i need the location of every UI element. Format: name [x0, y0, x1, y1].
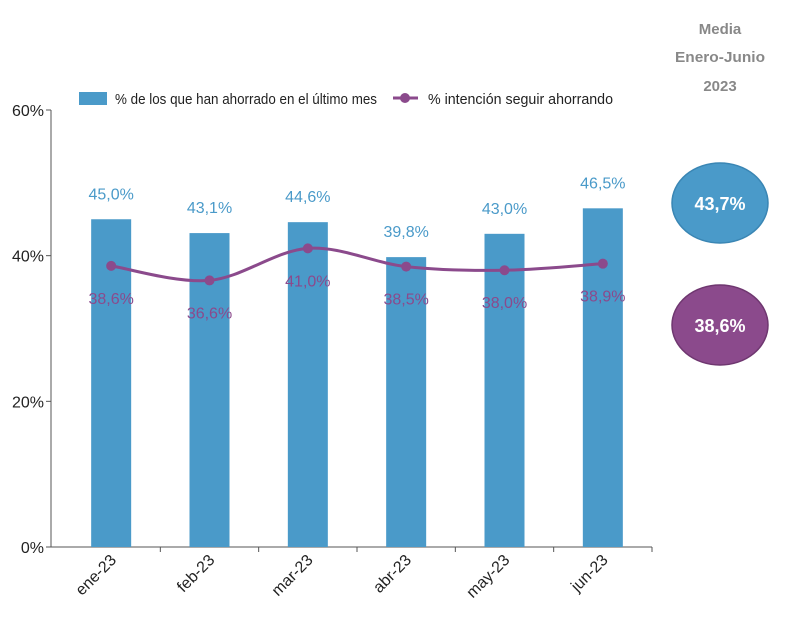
bars: 45,0% 43,1% 44,6% 39,8% 43,0% 46,5%	[88, 175, 626, 548]
bar	[287, 222, 328, 547]
bar-data-label: 45,0%	[88, 186, 133, 203]
line-data-label: 38,9%	[580, 289, 625, 306]
x-tick-label: feb-23	[174, 552, 218, 596]
x-tick-label: jun-23	[567, 552, 611, 596]
line-mean-circle	[671, 284, 769, 366]
line-point	[499, 265, 510, 276]
legend: % de los que han ahorrado en el último m…	[79, 91, 613, 108]
line-point	[302, 243, 313, 254]
summary-title-1: Media	[699, 21, 742, 38]
y-tick-label: 40%	[12, 249, 44, 266]
line-point	[106, 260, 117, 271]
bar-data-label: 43,0%	[482, 201, 527, 218]
legend-line-marker	[400, 93, 410, 103]
bar	[91, 219, 132, 547]
legend-bar-swatch	[79, 92, 107, 105]
x-tick-label: mar-23	[269, 552, 317, 600]
bar-mean-value: 43,7%	[694, 194, 745, 214]
bar-mean-circle	[671, 162, 769, 244]
line-data-label: 36,6%	[187, 305, 232, 322]
line-data-label: 38,5%	[383, 292, 428, 309]
bar	[386, 257, 427, 547]
line-data-label: 38,6%	[88, 291, 133, 308]
line-data-label: 38,0%	[482, 295, 527, 312]
summary-panel: Media Enero-Junio 2023 43,7% 38,6%	[671, 21, 769, 366]
bar-data-label: 46,5%	[580, 175, 625, 192]
line-point	[597, 258, 608, 269]
bar-data-label: 43,1%	[187, 200, 232, 217]
line-mean-value: 38,6%	[694, 316, 745, 336]
legend-bar-label: % de los que han ahorrado en el último m…	[115, 91, 377, 108]
x-tick-label: may-23	[464, 552, 514, 602]
summary-title-3: 2023	[703, 78, 736, 95]
legend-line-label: % intención seguir ahorrando	[428, 91, 613, 108]
y-tick-label: 20%	[12, 394, 44, 411]
bar-data-label: 44,6%	[285, 189, 330, 206]
x-tick-label: abr-23	[370, 552, 415, 597]
bar-data-label: 39,8%	[383, 224, 428, 241]
y-tick-label: 60%	[12, 103, 44, 120]
line-point	[401, 261, 412, 272]
line-point	[204, 275, 215, 286]
line-path	[110, 246, 603, 283]
y-tick-label: 0%	[21, 540, 44, 557]
summary-title-2: Enero-Junio	[675, 49, 765, 66]
bar	[484, 233, 525, 548]
x-tick-label: ene-23	[73, 552, 120, 599]
line-data-label: 41,0%	[285, 273, 330, 290]
line-series: 38,6% 36,6% 41,0% 38,5% 38,0% 38,9%	[88, 243, 626, 322]
